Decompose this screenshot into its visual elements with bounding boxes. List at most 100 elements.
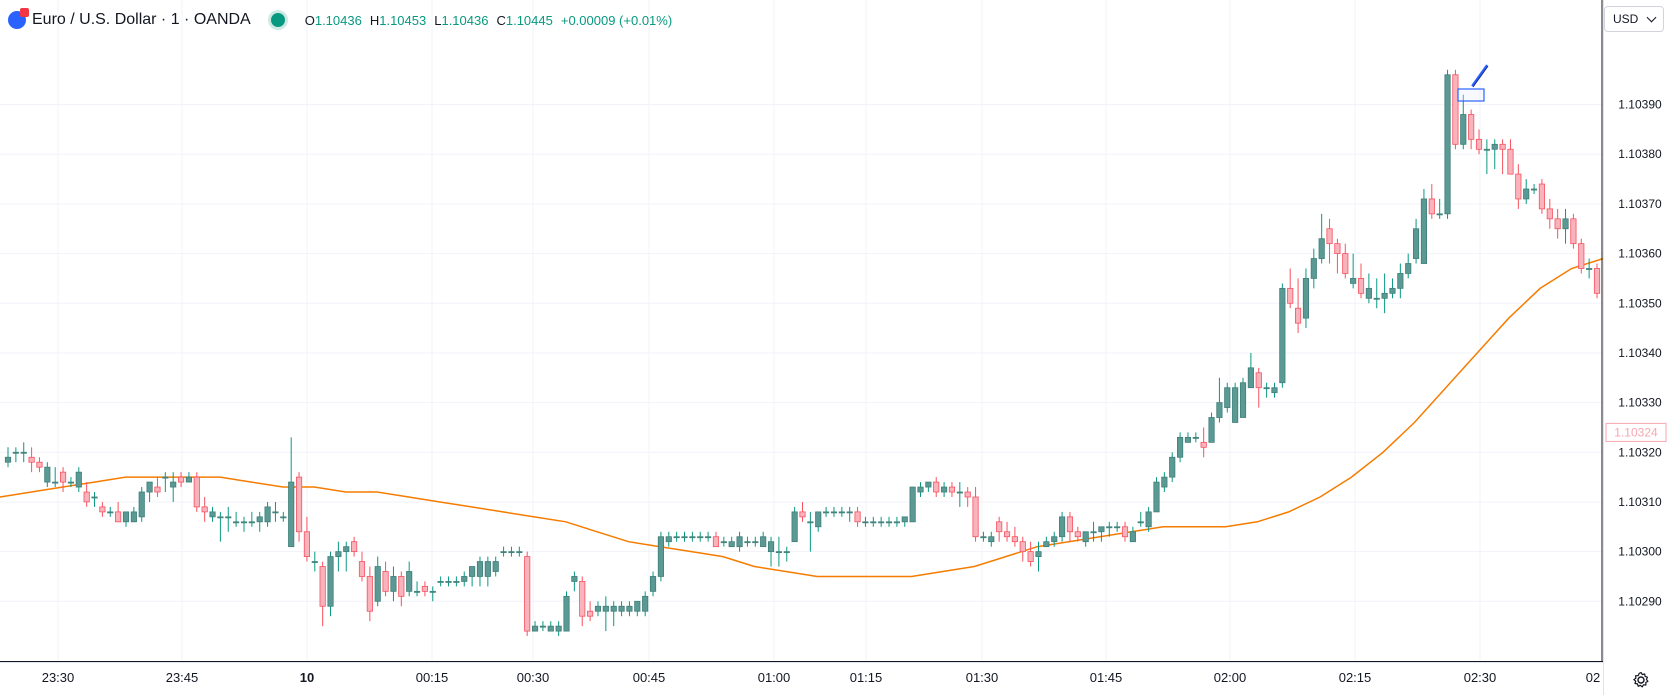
candle[interactable] <box>555 621 562 637</box>
candle[interactable] <box>980 531 987 542</box>
candle[interactable] <box>1452 69 1459 150</box>
candle[interactable] <box>1570 213 1577 249</box>
candle[interactable] <box>1428 184 1435 219</box>
candle[interactable] <box>413 581 421 597</box>
candle[interactable] <box>453 576 460 587</box>
candle[interactable] <box>295 472 303 542</box>
candle[interactable] <box>1224 382 1231 413</box>
candle[interactable] <box>122 511 130 527</box>
candle[interactable] <box>697 531 704 542</box>
candle[interactable] <box>99 501 106 517</box>
candle[interactable] <box>1295 278 1302 334</box>
candle[interactable] <box>752 536 759 547</box>
candle[interactable] <box>1145 506 1152 532</box>
candle[interactable] <box>44 462 51 488</box>
candle[interactable] <box>1405 253 1412 279</box>
candle[interactable] <box>1059 511 1066 542</box>
candle[interactable] <box>1066 511 1074 542</box>
candle[interactable] <box>933 477 940 497</box>
candle[interactable] <box>492 556 499 577</box>
candle[interactable] <box>146 481 153 502</box>
candle[interactable] <box>964 487 971 507</box>
candle[interactable] <box>1530 184 1538 194</box>
candle[interactable] <box>744 536 751 547</box>
candle[interactable] <box>681 531 688 542</box>
candle[interactable] <box>83 482 90 507</box>
candle[interactable] <box>484 556 491 587</box>
candle[interactable] <box>1027 541 1034 567</box>
candle[interactable] <box>854 506 861 527</box>
candle[interactable] <box>327 551 334 617</box>
candle[interactable] <box>20 442 27 463</box>
candle[interactable] <box>917 482 924 497</box>
candle[interactable] <box>909 486 916 523</box>
candle[interactable] <box>1381 273 1388 314</box>
candle[interactable] <box>303 516 310 562</box>
candle[interactable] <box>461 571 468 587</box>
candle[interactable] <box>75 467 82 493</box>
candle[interactable] <box>1326 218 1333 264</box>
candle[interactable] <box>1208 412 1215 443</box>
time-axis[interactable]: 23:30 23:45 10 00:15 00:30 00:45 01:00 01:15 01:… <box>42 670 1601 685</box>
candle[interactable] <box>1365 273 1372 304</box>
candle[interactable] <box>728 536 735 548</box>
candle[interactable] <box>712 531 720 548</box>
candle[interactable] <box>516 546 523 557</box>
candle[interactable] <box>1200 427 1207 458</box>
candle[interactable] <box>878 516 885 527</box>
candle[interactable] <box>1302 268 1310 329</box>
candle[interactable] <box>1334 238 1341 274</box>
candle[interactable] <box>1192 432 1199 443</box>
candle[interactable] <box>1483 139 1490 175</box>
candle[interactable] <box>1562 208 1569 244</box>
candle[interactable] <box>893 516 900 527</box>
candle[interactable] <box>1003 521 1011 542</box>
candle[interactable] <box>807 511 814 552</box>
candle[interactable] <box>1129 526 1136 543</box>
candle[interactable] <box>1271 382 1278 398</box>
user-drawing[interactable] <box>1457 64 1489 102</box>
candle[interactable] <box>862 516 869 527</box>
candles[interactable] <box>4 69 1601 637</box>
candle[interactable] <box>1578 238 1585 274</box>
candle[interactable] <box>673 531 680 542</box>
candle[interactable] <box>1263 382 1270 398</box>
candle[interactable] <box>476 556 484 587</box>
candle[interactable] <box>1342 243 1349 279</box>
candle[interactable] <box>1247 352 1254 389</box>
candle[interactable] <box>374 556 381 607</box>
candle[interactable] <box>209 506 216 522</box>
candle[interactable] <box>1184 432 1192 443</box>
candle[interactable] <box>406 561 413 597</box>
candle[interactable] <box>107 506 114 517</box>
candle[interactable] <box>217 511 224 542</box>
candle[interactable] <box>1389 278 1396 299</box>
candle[interactable] <box>1436 198 1443 219</box>
candle[interactable] <box>736 531 743 552</box>
candle[interactable] <box>366 566 373 622</box>
candle[interactable] <box>705 531 712 542</box>
candle[interactable] <box>547 621 554 632</box>
candle[interactable] <box>185 472 193 483</box>
candle[interactable] <box>421 581 428 597</box>
candle[interactable] <box>767 536 775 567</box>
candle[interactable] <box>1216 377 1223 423</box>
candle[interactable] <box>1546 198 1553 229</box>
candle[interactable] <box>799 501 806 522</box>
candle[interactable] <box>1507 139 1514 175</box>
candle[interactable] <box>288 437 295 548</box>
candle[interactable] <box>240 516 248 532</box>
candle[interactable] <box>351 536 358 557</box>
candle[interactable] <box>925 481 932 493</box>
candle[interactable] <box>36 457 43 473</box>
candle[interactable] <box>634 600 641 617</box>
candle[interactable] <box>1153 477 1160 513</box>
candle[interactable] <box>201 496 208 522</box>
candle[interactable] <box>52 467 59 488</box>
candle[interactable] <box>1051 531 1058 547</box>
candle[interactable] <box>319 561 326 627</box>
candle[interactable] <box>618 601 625 617</box>
candle[interactable] <box>587 601 594 622</box>
candle[interactable] <box>59 467 67 493</box>
